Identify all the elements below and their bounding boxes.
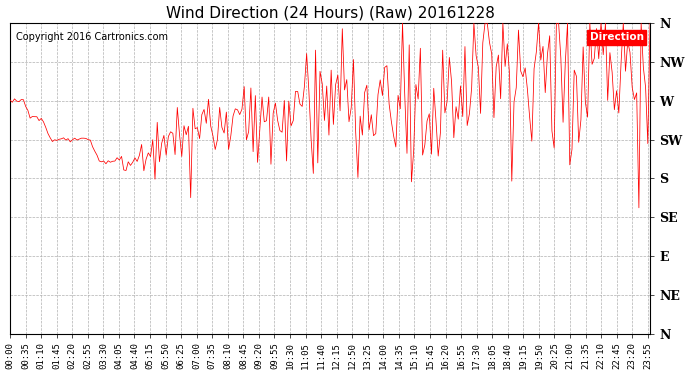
Text: Direction: Direction [590, 32, 644, 42]
Text: Copyright 2016 Cartronics.com: Copyright 2016 Cartronics.com [17, 32, 168, 42]
Title: Wind Direction (24 Hours) (Raw) 20161228: Wind Direction (24 Hours) (Raw) 20161228 [166, 6, 495, 21]
